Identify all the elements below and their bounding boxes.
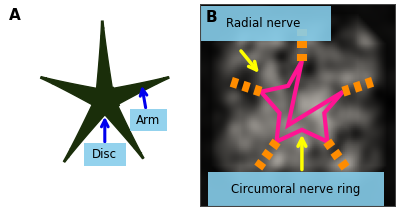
Polygon shape [330, 149, 342, 160]
FancyBboxPatch shape [208, 172, 384, 207]
Polygon shape [253, 85, 262, 97]
Polygon shape [297, 29, 307, 36]
Polygon shape [254, 159, 266, 170]
Polygon shape [342, 85, 351, 97]
Polygon shape [230, 77, 239, 89]
Polygon shape [241, 81, 251, 93]
Polygon shape [94, 87, 119, 115]
Polygon shape [338, 159, 350, 170]
Polygon shape [269, 139, 280, 150]
Polygon shape [353, 81, 362, 93]
Text: Arm: Arm [136, 114, 161, 127]
Polygon shape [297, 41, 307, 48]
Polygon shape [365, 77, 374, 89]
Polygon shape [41, 77, 108, 110]
FancyBboxPatch shape [130, 109, 167, 131]
Text: B: B [206, 10, 218, 25]
Polygon shape [64, 94, 112, 162]
Text: Circumoral nerve ring: Circumoral nerve ring [231, 183, 361, 196]
Polygon shape [95, 21, 114, 101]
Polygon shape [262, 149, 273, 160]
FancyBboxPatch shape [194, 6, 331, 41]
Text: Disc: Disc [92, 148, 117, 161]
Text: A: A [9, 8, 20, 23]
Polygon shape [323, 139, 335, 150]
FancyBboxPatch shape [84, 143, 126, 166]
Text: Radial nerve: Radial nerve [226, 17, 300, 30]
Polygon shape [102, 77, 169, 110]
Polygon shape [297, 54, 307, 61]
Polygon shape [97, 94, 144, 159]
